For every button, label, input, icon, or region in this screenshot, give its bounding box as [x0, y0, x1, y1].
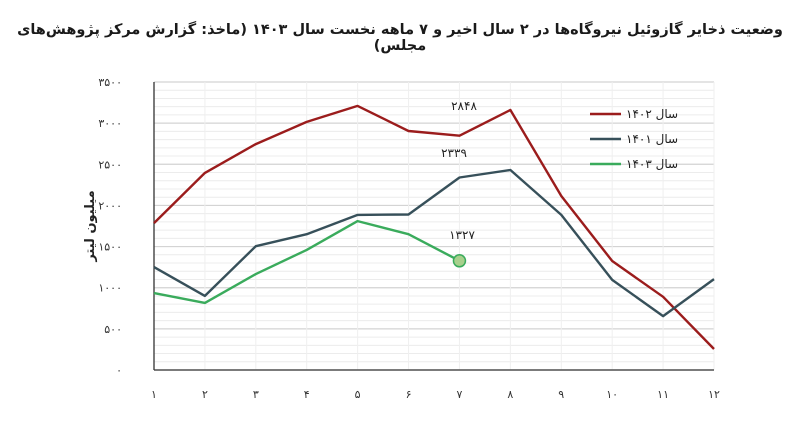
series-line: [153, 219, 461, 305]
x-tick-label: ۹: [558, 388, 564, 401]
y-tick-label: ۳۰۰۰: [98, 117, 122, 130]
x-axis-ticks: ۱ ۲ ۳ ۴ ۵ ۶ ۷ ۸ ۹ ۱۰ ۱۱ ۱۲: [151, 388, 720, 401]
y-axis-ticks: ۰ ۵۰۰ ۱۰۰۰ ۱۵۰۰ ۲۰۰۰ ۲۵۰۰ ۳۰۰۰ ۳۵۰۰: [98, 76, 122, 377]
y-axis-label: میلیون لیتر: [83, 190, 98, 262]
x-tick-label: ۷: [456, 388, 462, 401]
legend-label: سال ۱۴۰۱: [626, 132, 678, 146]
x-tick-label: ۵: [355, 388, 361, 401]
series-line: [153, 168, 715, 318]
chart-title: وضعیت ذخایر گازوئیل نیروگاه‌ها در ۲ سال …: [17, 22, 783, 54]
data-annotations: ۲۸۴۸ ۲۳۳۹ ۱۳۲۷: [441, 99, 477, 242]
series-line: [153, 104, 715, 350]
minor-gridlines: [154, 81, 714, 371]
x-tick-label: ۱: [151, 388, 157, 401]
endpoint-marker: [452, 254, 467, 268]
y-tick-label: ۱۰۰۰: [98, 282, 122, 295]
data-label: ۲۳۳۹: [441, 146, 467, 160]
legend-label: سال ۱۴۰۲: [626, 107, 678, 121]
data-label: ۱۳۲۷: [449, 228, 475, 242]
data-label: ۲۸۴۸: [451, 99, 477, 113]
x-tick-label: ۱۱: [657, 388, 669, 401]
y-tick-label: ۱۵۰۰: [98, 241, 122, 254]
x-tick-label: ۳: [253, 388, 259, 401]
x-tick-label: ۶: [406, 388, 412, 401]
series-lines: [153, 104, 715, 350]
vertical-gridlines: [204, 82, 715, 370]
y-tick-label: ۲۰۰۰: [98, 199, 122, 212]
x-tick-label: ۱۰: [606, 388, 618, 401]
x-tick-label: ۱۲: [708, 388, 720, 401]
x-tick-label: ۴: [304, 388, 310, 401]
y-tick-label: ۲۵۰۰: [98, 158, 122, 171]
major-gridlines: [154, 81, 714, 371]
x-tick-label: ۸: [507, 388, 513, 401]
y-tick-label: ۵۰۰: [104, 323, 122, 336]
legend: سال ۱۴۰۲ سال ۱۴۰۱ سال ۱۴۰۳: [590, 107, 678, 171]
legend-label: سال ۱۴۰۳: [626, 157, 678, 171]
x-tick-label: ۲: [202, 388, 208, 401]
y-tick-label: ۳۵۰۰: [98, 76, 122, 89]
y-tick-label: ۰: [116, 364, 122, 377]
